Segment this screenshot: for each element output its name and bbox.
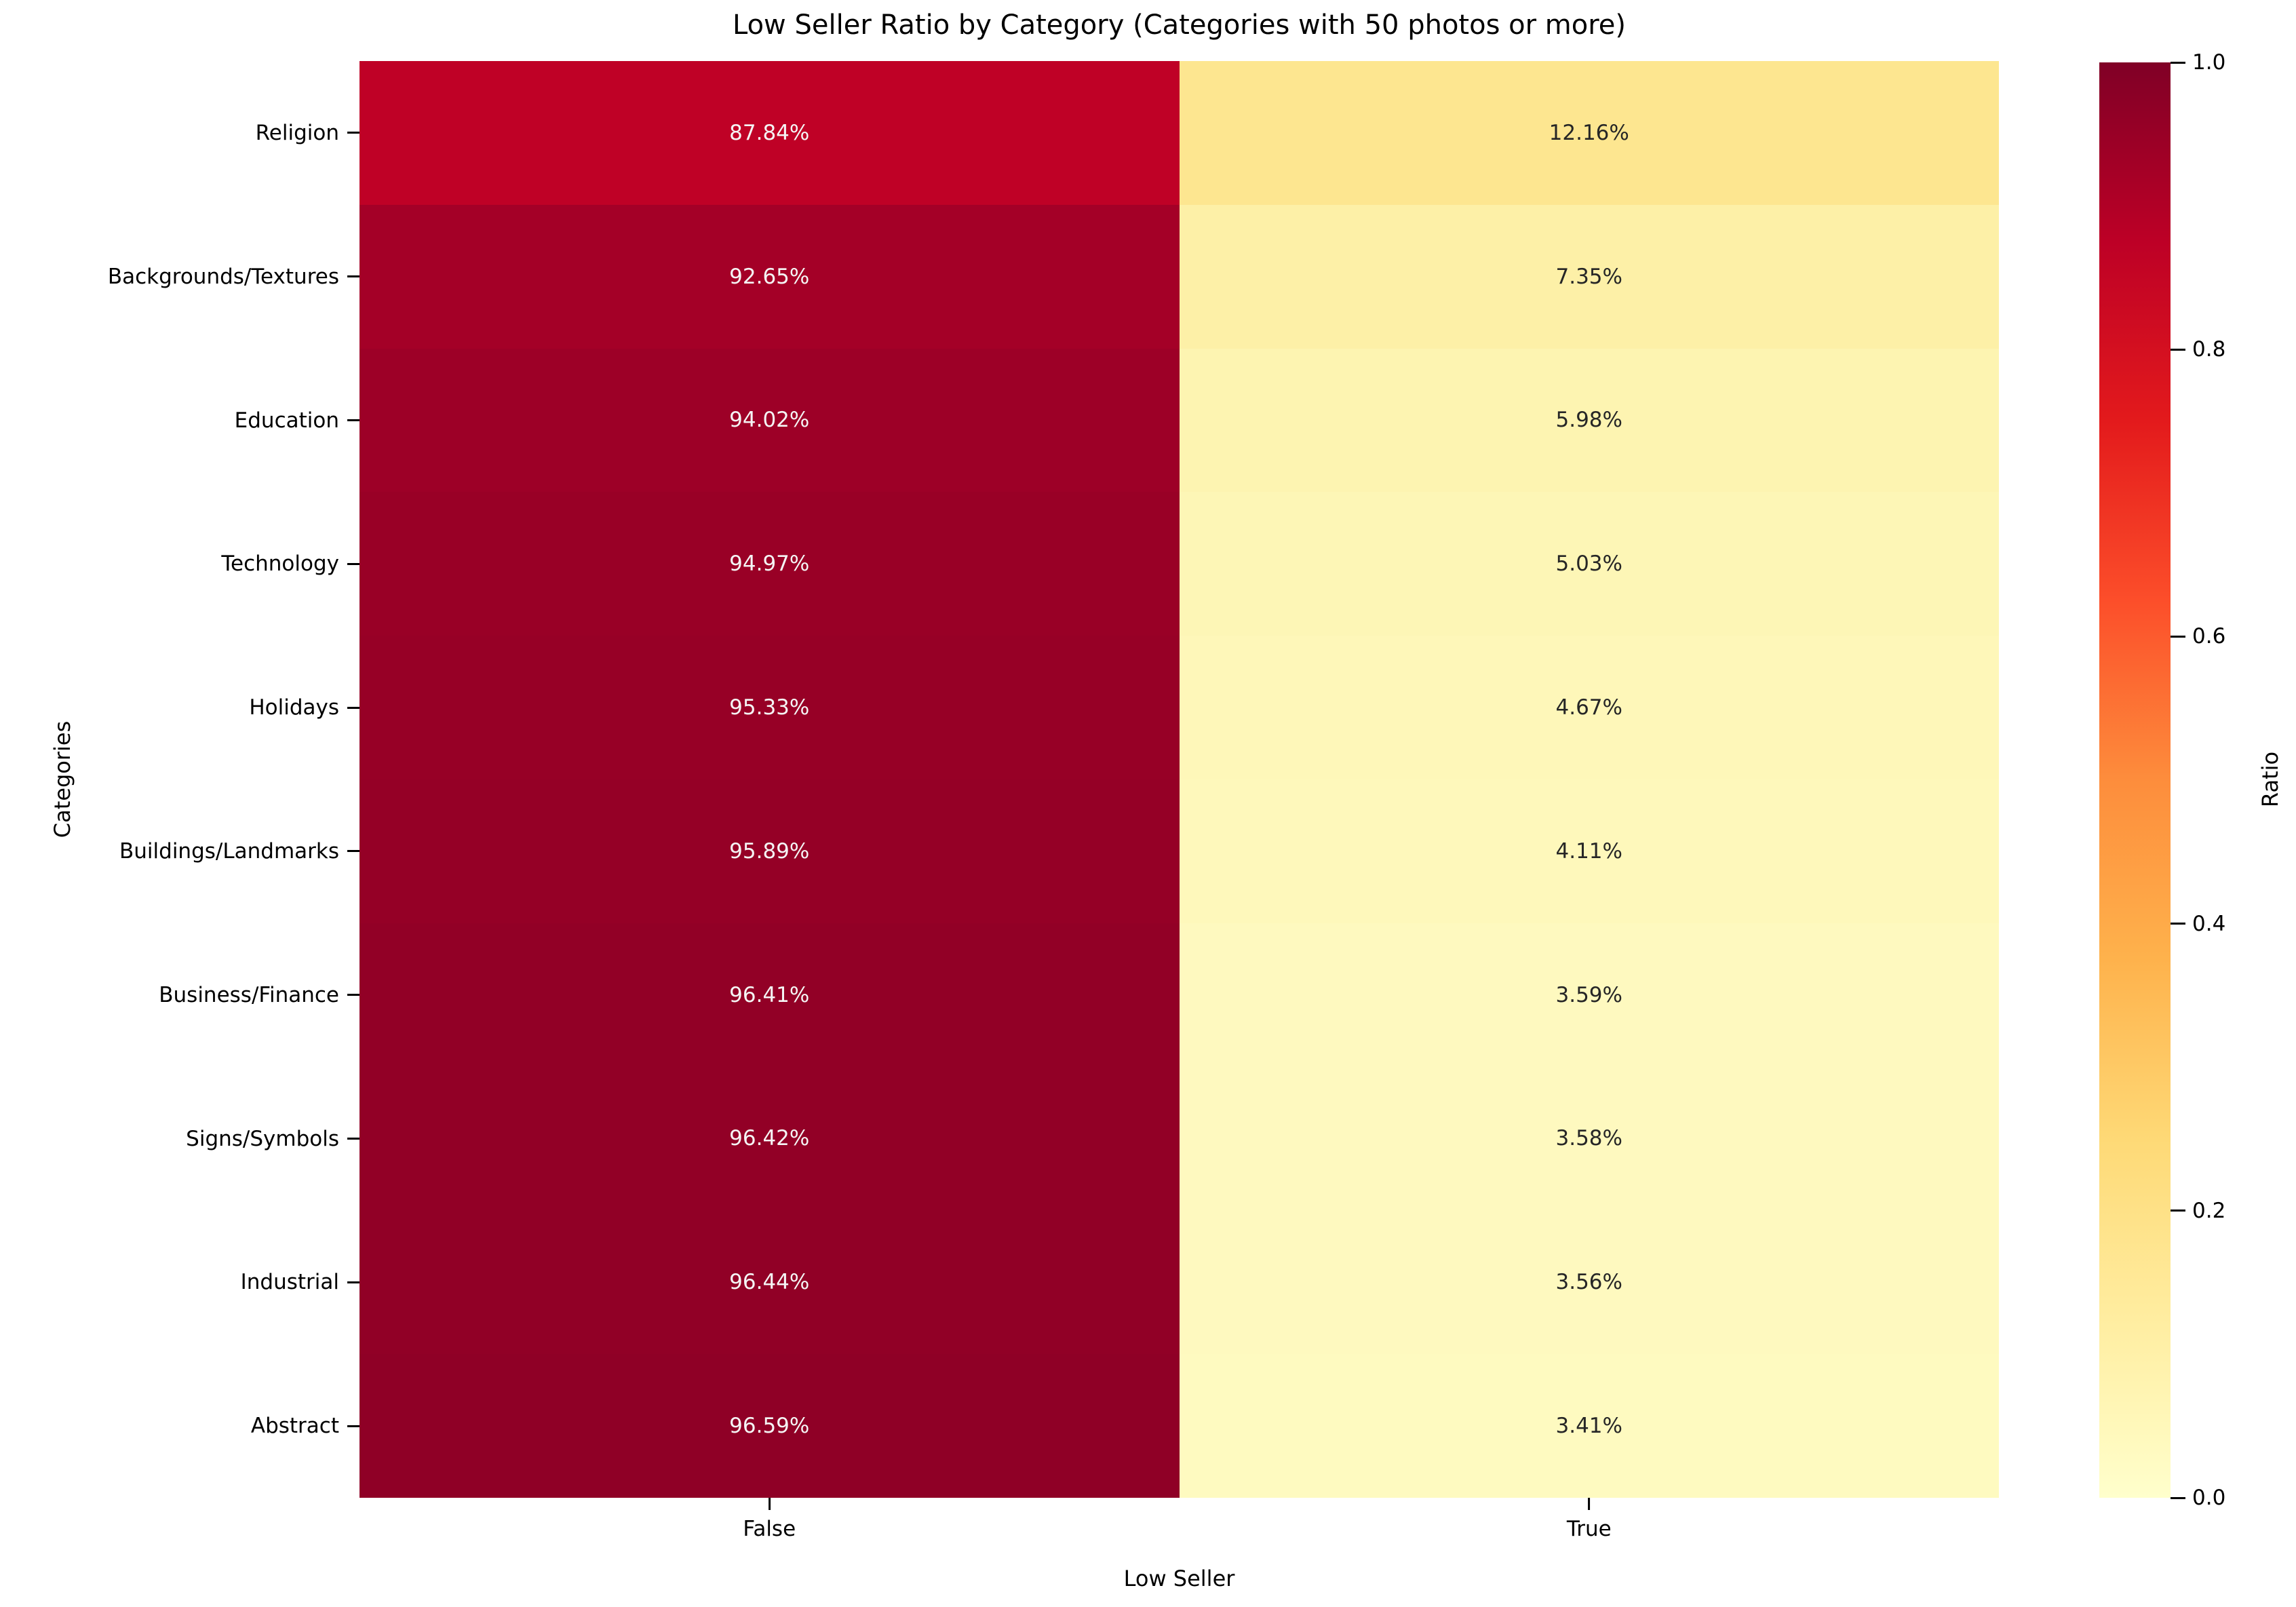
y-tick-mark <box>347 275 359 278</box>
y-tick: Buildings/Landmarks <box>119 839 359 864</box>
x-tick-true: True <box>1567 1498 1612 1541</box>
y-tick-mark <box>347 419 359 421</box>
heatmap-cell: 95.89% <box>359 779 1180 923</box>
heatmap-cell: 96.59% <box>359 1354 1180 1498</box>
colorbar-tick-mark <box>2171 923 2185 925</box>
y-tick: Backgrounds/Textures <box>108 265 359 289</box>
colorbar-tick: 0.6 <box>2171 624 2225 648</box>
y-tick: Religion <box>256 121 359 145</box>
y-tick: Abstract <box>251 1414 359 1438</box>
y-tick-mark <box>347 1281 359 1283</box>
heatmap-cell: 94.02% <box>359 348 1180 492</box>
x-tick-mark <box>1588 1498 1591 1510</box>
heatmap-cell: 3.41% <box>1179 1354 1999 1498</box>
colorbar-tick: 0.0 <box>2171 1486 2225 1510</box>
heatmap-cell: 92.65% <box>359 204 1180 349</box>
y-tick-mark <box>347 1138 359 1140</box>
heatmap-cell: 96.42% <box>359 1066 1180 1211</box>
heatmap-cell: 12.16% <box>1179 61 1999 205</box>
y-tick-mark <box>347 706 359 709</box>
y-tick-label: Industrial <box>240 1270 339 1295</box>
heatmap-cell: 3.59% <box>1179 923 1999 1067</box>
x-axis-ticks: False True <box>359 1498 1999 1579</box>
heatmap-cell: 3.58% <box>1179 1066 1999 1211</box>
x-tick-label: False <box>743 1517 796 1541</box>
heatmap-axes: 87.84% 12.16% 92.65% 7.35% 94.02% 5.98% 94.97%… <box>359 61 1999 1498</box>
colorbar-tick: 0.8 <box>2171 337 2225 362</box>
y-tick-label: Abstract <box>250 1414 339 1439</box>
heatmap-cell: 96.44% <box>359 1210 1180 1355</box>
y-tick-label: Technology <box>221 551 339 577</box>
y-tick: Business/Finance <box>159 983 359 1007</box>
colorbar-tick-label: 1.0 <box>2192 50 2226 75</box>
heatmap-cell: 94.97% <box>359 492 1180 636</box>
y-tick-mark <box>347 994 359 996</box>
heatmap-cells: 87.84% 12.16% 92.65% 7.35% 94.02% 5.98% 94.97%… <box>359 61 1999 1498</box>
heatmap-cell: 96.41% <box>359 923 1180 1067</box>
x-tick-mark <box>768 1498 771 1510</box>
colorbar <box>2099 62 2171 1498</box>
x-tick-false: False <box>743 1498 796 1541</box>
heatmap-cell: 3.56% <box>1179 1210 1999 1355</box>
heatmap-cell: 7.35% <box>1179 204 1999 349</box>
y-tick: Holidays <box>249 695 359 720</box>
x-axis-label: Low Seller <box>1123 1566 1235 1591</box>
colorbar-tick-mark <box>2171 1209 2185 1212</box>
y-tick: Industrial <box>241 1270 359 1294</box>
colorbar-tick: 0.2 <box>2171 1199 2225 1223</box>
colorbar-tick-label: 0.6 <box>2192 624 2226 649</box>
chart-title: Low Seller Ratio by Category (Categories… <box>733 9 1626 41</box>
heatmap-cell: 5.03% <box>1179 492 1999 636</box>
y-tick-label: Signs/Symbols <box>186 1126 339 1151</box>
colorbar-tick-mark <box>2171 61 2185 64</box>
y-tick-mark <box>347 132 359 134</box>
colorbar-tick-label: 0.0 <box>2192 1486 2226 1510</box>
y-tick-label: Education <box>234 408 339 433</box>
colorbar-tick: 0.4 <box>2171 912 2225 936</box>
y-tick: Education <box>235 408 359 433</box>
colorbar-tick-label: 0.2 <box>2192 1198 2226 1223</box>
colorbar-ticks: 1.0 0.8 0.6 0.4 0.2 0.0 <box>2171 50 2293 1510</box>
y-axis-ticks: Religion Backgrounds/Textures Education Tec… <box>0 61 359 1498</box>
heatmap-cell: 5.98% <box>1179 348 1999 492</box>
y-tick: Technology <box>221 551 359 576</box>
colorbar-tick: 1.0 <box>2171 50 2225 75</box>
y-tick-label: Religion <box>255 120 339 145</box>
colorbar-label: Ratio <box>2257 751 2283 808</box>
y-axis-label: Categories <box>50 720 75 838</box>
y-tick-label: Backgrounds/Textures <box>107 264 339 289</box>
colorbar-tick-label: 0.8 <box>2192 337 2226 362</box>
y-tick-mark <box>347 850 359 853</box>
heatmap-cell: 87.84% <box>359 61 1180 205</box>
y-tick-label: Business/Finance <box>159 982 339 1007</box>
y-tick-mark <box>347 562 359 565</box>
y-tick: Signs/Symbols <box>186 1127 359 1151</box>
x-tick-label: True <box>1566 1517 1612 1541</box>
colorbar-tick-label: 0.4 <box>2192 911 2226 936</box>
colorbar-tick-mark <box>2171 635 2185 638</box>
heatmap-cell: 95.33% <box>359 636 1180 779</box>
heatmap-cell: 4.11% <box>1179 779 1999 923</box>
colorbar-tick-mark <box>2171 348 2185 351</box>
y-tick-mark <box>347 1425 359 1427</box>
y-tick-label: Buildings/Landmarks <box>119 838 339 864</box>
heatmap-cell: 4.67% <box>1179 636 1999 779</box>
y-tick-label: Holidays <box>249 695 339 720</box>
colorbar-tick-mark <box>2171 1496 2185 1499</box>
